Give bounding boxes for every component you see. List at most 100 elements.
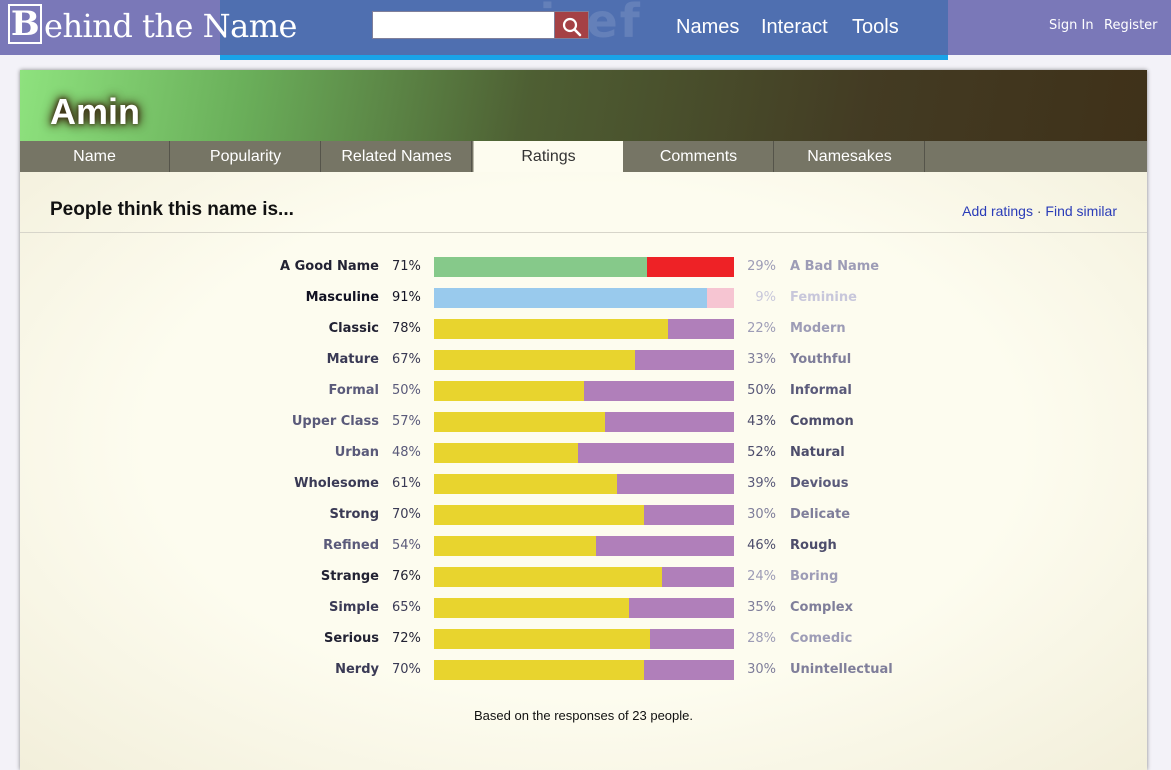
rating-left-percent: 91% [392, 290, 421, 305]
tab-comments[interactable]: Comments [624, 141, 774, 172]
rating-left-percent: 70% [392, 507, 421, 522]
rating-right-percent: 30% [747, 507, 776, 522]
tab-related-names[interactable]: Related Names [322, 141, 472, 172]
rating-right-label: A Bad Name [790, 259, 880, 274]
rating-row: Strange 76% 24% Boring [20, 567, 1147, 587]
rating-bar [434, 257, 734, 277]
rating-right-percent: 33% [747, 352, 776, 367]
rating-left-label: Urban [334, 445, 379, 460]
rating-bar [434, 319, 734, 339]
rating-row: Masculine 91% 9% Feminine [20, 288, 1147, 308]
rating-bar-left-segment [434, 443, 578, 463]
responses-note: Based on the responses of 23 people. [474, 708, 693, 723]
rating-bar [434, 598, 734, 618]
rating-left-label: Nerdy [335, 662, 379, 677]
rating-left-label: Strange [320, 569, 379, 584]
rating-bar-left-segment [434, 505, 644, 525]
rating-left-label: Simple [329, 600, 379, 615]
rating-bar-left-segment [434, 660, 644, 680]
rating-right-percent: 9% [755, 290, 776, 305]
rating-bar-right-segment [644, 505, 734, 525]
rating-bar-left-segment [434, 629, 650, 649]
search-button[interactable] [554, 11, 589, 39]
rating-right-label: Rough [790, 538, 837, 553]
rating-bar [434, 350, 734, 370]
rating-left-label: Wholesome [294, 476, 379, 491]
tab-popularity[interactable]: Popularity [171, 141, 321, 172]
rating-row: Classic 78% 22% Modern [20, 319, 1147, 339]
rating-bar-left-segment [434, 474, 617, 494]
rating-bar-right-segment [584, 381, 734, 401]
rating-right-label: Delicate [790, 507, 851, 522]
rating-right-percent: 22% [747, 321, 776, 336]
rating-bar [434, 505, 734, 525]
rating-right-percent: 50% [747, 383, 776, 398]
rating-bar-right-segment [707, 288, 734, 308]
nav-names[interactable]: Names [676, 16, 740, 38]
rating-row: Nerdy 70% 30% Unintellectual [20, 660, 1147, 680]
ratings-heading: People think this name is... [50, 199, 294, 220]
rating-row: Urban 48% 52% Natural [20, 443, 1147, 463]
rating-bar-left-segment [434, 319, 668, 339]
rating-right-percent: 29% [747, 259, 776, 274]
rating-bar-right-segment [596, 536, 734, 556]
rating-bar [434, 660, 734, 680]
add-ratings-link[interactable]: Add ratings [962, 203, 1033, 219]
tab-ratings[interactable]: Ratings [473, 141, 623, 172]
rating-right-label: Boring [790, 569, 839, 584]
rating-right-label: Youthful [790, 352, 852, 367]
nav-tools[interactable]: Tools [852, 16, 899, 38]
sign-in-link[interactable]: Sign In [1049, 18, 1094, 33]
find-similar-link[interactable]: Find similar [1045, 203, 1117, 219]
name-card: Amin Name Popularity Related Names Ratin… [20, 70, 1147, 770]
rating-right-label: Feminine [790, 290, 857, 305]
nav-interact[interactable]: Interact [761, 16, 828, 38]
rating-left-percent: 61% [392, 476, 421, 491]
rating-bar-right-segment [644, 660, 734, 680]
register-link[interactable]: Register [1104, 18, 1158, 33]
rating-left-percent: 48% [392, 445, 421, 460]
rating-left-label: Upper Class [291, 414, 379, 429]
rating-left-label: A Good Name [280, 259, 379, 274]
rating-bar-right-segment [617, 474, 734, 494]
search-icon [562, 17, 581, 37]
rating-bar-left-segment [434, 350, 635, 370]
rating-right-percent: 28% [747, 631, 776, 646]
rating-bar [434, 536, 734, 556]
rating-left-percent: 72% [392, 631, 421, 646]
rating-left-percent: 76% [392, 569, 421, 584]
rating-left-label: Strong [329, 507, 379, 522]
tab-bar: Name Popularity Related Names Ratings Co… [20, 141, 1147, 172]
rating-left-label: Refined [323, 538, 379, 553]
rating-right-label: Complex [790, 600, 853, 615]
top-bar-accent-strip [220, 55, 948, 60]
tab-name[interactable]: Name [20, 141, 170, 172]
rating-row: A Good Name 71% 29% A Bad Name [20, 257, 1147, 277]
rating-row: Mature 67% 33% Youthful [20, 350, 1147, 370]
rating-left-percent: 78% [392, 321, 421, 336]
search-input[interactable] [372, 11, 554, 39]
rating-bar-left-segment [434, 567, 662, 587]
rating-left-percent: 70% [392, 662, 421, 677]
rating-bar [434, 474, 734, 494]
rating-right-percent: 24% [747, 569, 776, 584]
tab-namesakes[interactable]: Namesakes [775, 141, 925, 172]
rating-right-percent: 35% [747, 600, 776, 615]
rating-left-percent: 71% [392, 259, 421, 274]
rating-left-percent: 67% [392, 352, 421, 367]
rating-right-label: Comedic [790, 631, 853, 646]
rating-bar-right-segment [662, 567, 734, 587]
rating-bar-left-segment [434, 536, 596, 556]
rating-left-percent: 50% [392, 383, 421, 398]
rating-left-label: Mature [326, 352, 379, 367]
rating-right-label: Unintellectual [790, 662, 893, 677]
rating-bar [434, 567, 734, 587]
heading-divider [20, 232, 1147, 233]
rating-bar [434, 288, 734, 308]
logo-initial: B [8, 4, 42, 44]
rating-right-percent: 39% [747, 476, 776, 491]
rating-bar-right-segment [605, 412, 734, 432]
rating-bar-right-segment [668, 319, 734, 339]
rating-left-label: Formal [328, 383, 379, 398]
